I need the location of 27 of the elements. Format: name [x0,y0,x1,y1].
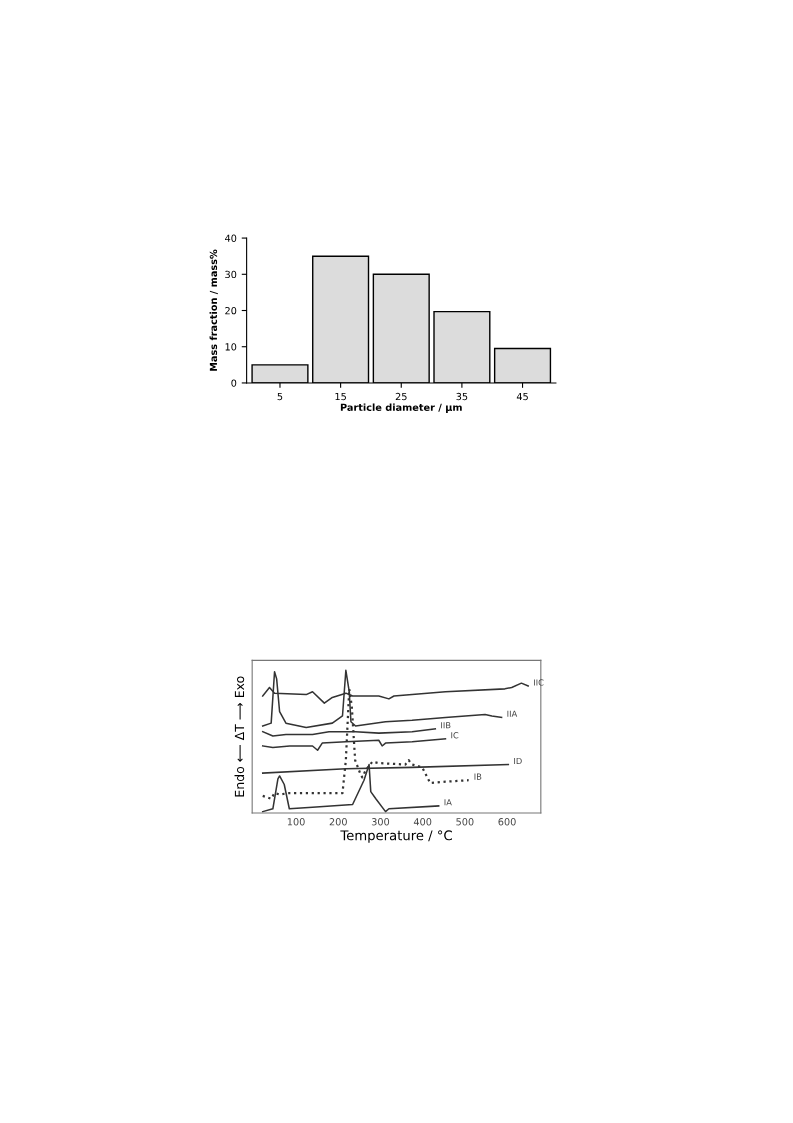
series-label: IIB [441,722,451,729]
y-tick-label: 30 [225,270,237,279]
x-tick-label: 45 [516,392,528,401]
x-tick-label: 600 [498,818,516,826]
series-label: ID [514,757,522,764]
x-tick-label: 15 [335,392,346,401]
x-tick-label: 300 [371,818,390,826]
x-axis-title: Particle diameter / μm [340,403,462,413]
x-tick-label: 200 [329,818,347,826]
y-tick-label: 0 [231,379,237,387]
x-tick-label: 400 [413,818,432,826]
y-tick-label: 20 [225,306,237,315]
y-axis-title: Mass fraction / mass% [209,249,218,371]
y-axis-title: Endo ⟵ ΔT ⟶ Exo [234,676,245,797]
series-label: IIC [534,679,544,686]
x-tick-label: 35 [456,392,468,401]
y-tick-label: 40 [225,234,237,242]
y-tick-label: 10 [225,343,237,351]
x-tick-label: 25 [395,392,407,401]
series-label: IIA [507,710,518,717]
series-label: IC [451,732,459,739]
series-label: IB [474,773,482,780]
series-label: IA [444,799,452,806]
x-axis-title: Temperature / °C [340,830,452,843]
x-tick-label: 500 [456,818,474,826]
x-tick-label: 5 [277,392,283,401]
x-tick-label: 100 [287,818,305,826]
